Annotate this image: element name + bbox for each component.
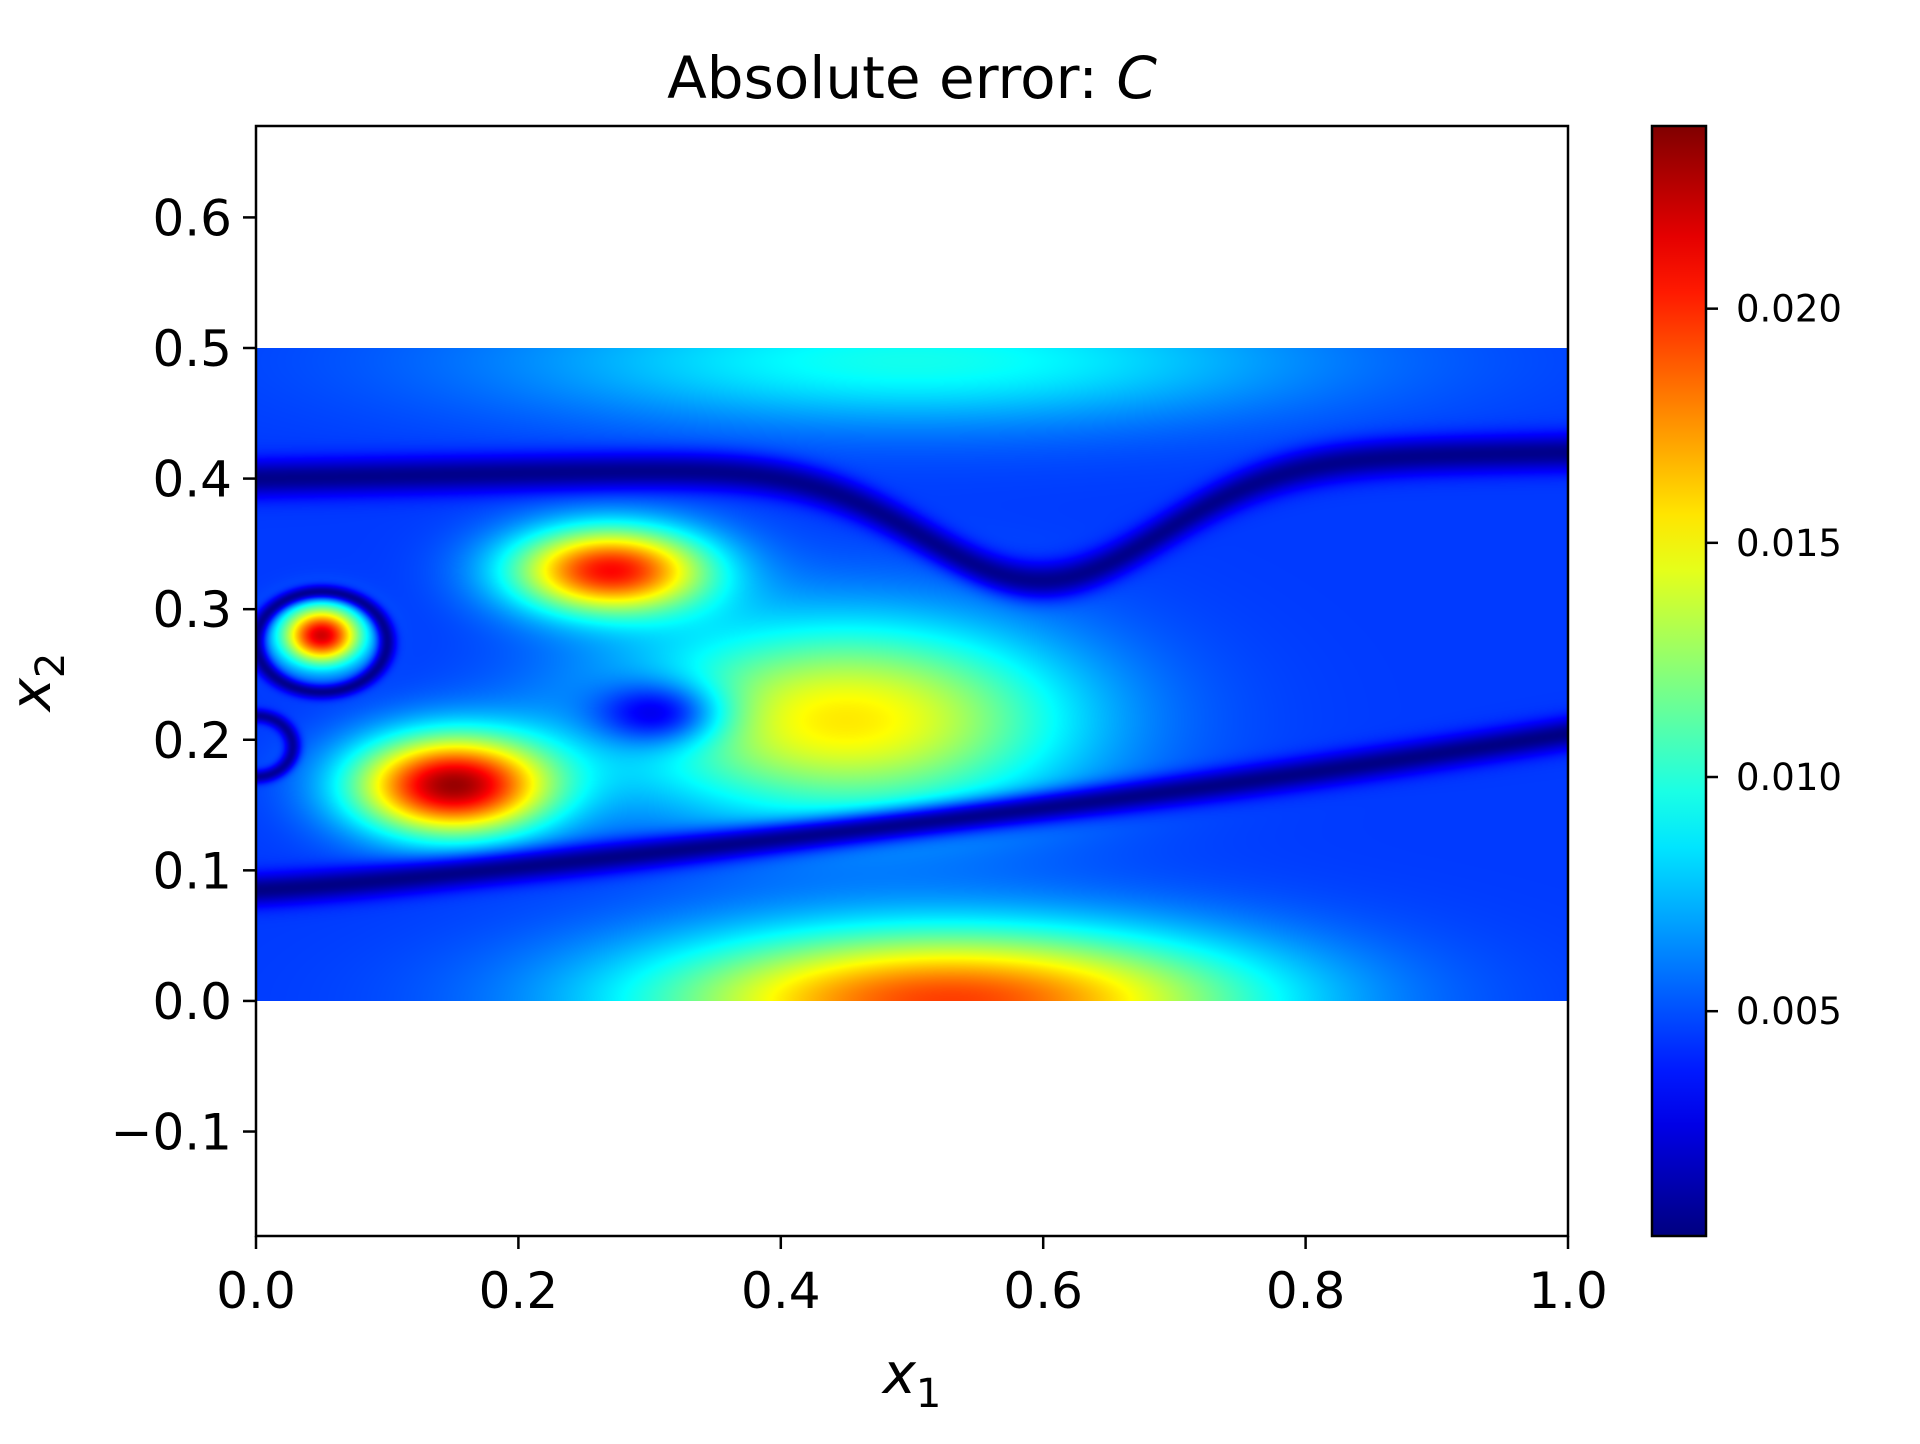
heatmap-area (256, 348, 1568, 1001)
x-axis-ticks: 0.0 0.2 0.4 0.6 0.8 1.0 (216, 1236, 1608, 1320)
chart-title: Absolute error: C (667, 44, 1157, 112)
colorbar-tick-label: 0.015 (1736, 522, 1842, 565)
y-axis-label: x2 (0, 653, 74, 714)
colorbar: 0.005 0.010 0.015 0.020 (1650, 124, 1842, 1238)
x-tick-label: 0.2 (479, 1262, 559, 1320)
y-tick-label: 0.0 (152, 973, 232, 1031)
y-tick-label: −0.1 (111, 1104, 232, 1162)
y-axis-ticks: −0.1 0.0 0.1 0.2 0.3 0.4 0.5 0.6 (111, 189, 256, 1162)
x-tick-label: 0.8 (1266, 1262, 1346, 1320)
y-tick-label: 0.1 (152, 842, 232, 900)
y-tick-label: 0.5 (152, 320, 232, 378)
colorbar-tick-label: 0.020 (1736, 288, 1842, 331)
colorbar-tick-label: 0.005 (1736, 990, 1842, 1033)
y-tick-label: 0.4 (152, 451, 232, 509)
x-tick-label: 1.0 (1528, 1262, 1608, 1320)
x-tick-label: 0.4 (741, 1262, 821, 1320)
y-tick-label: 0.6 (152, 189, 232, 247)
colorbar-tick-label: 0.010 (1736, 756, 1842, 799)
x-axis-label: x1 (881, 1342, 942, 1417)
plot-frame (254, 124, 1570, 1238)
heatmap-image (256, 348, 1568, 1001)
y-tick-label: 0.3 (152, 581, 232, 639)
colorbar-gradient (1650, 124, 1708, 1238)
x-tick-label: 0.6 (1003, 1262, 1083, 1320)
y-tick-label: 0.2 (152, 712, 232, 770)
x-tick-label: 0.0 (216, 1262, 296, 1320)
